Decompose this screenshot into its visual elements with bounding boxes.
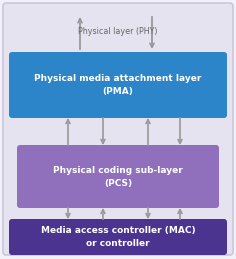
FancyBboxPatch shape	[17, 145, 219, 208]
FancyBboxPatch shape	[9, 219, 227, 255]
FancyBboxPatch shape	[3, 3, 233, 255]
FancyBboxPatch shape	[9, 52, 227, 118]
Text: Physical media attachment layer
(PMA): Physical media attachment layer (PMA)	[34, 74, 202, 96]
Text: Media access controller (MAC)
or controller: Media access controller (MAC) or control…	[41, 226, 195, 248]
Text: Physical coding sub-layer
(PCS): Physical coding sub-layer (PCS)	[53, 166, 183, 188]
Text: Physical layer (PHY): Physical layer (PHY)	[79, 27, 158, 37]
